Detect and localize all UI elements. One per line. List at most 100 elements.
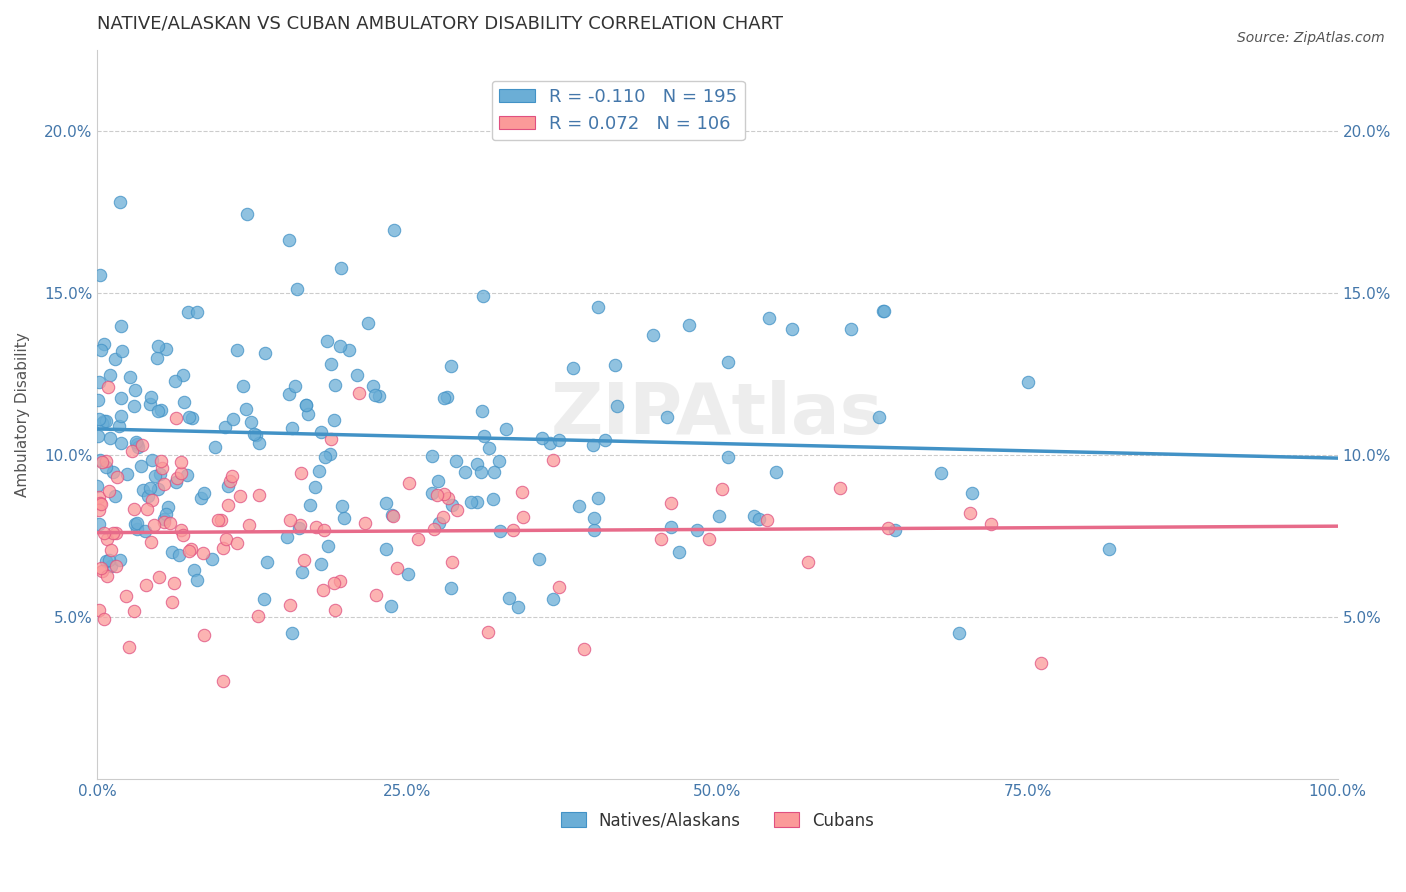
Point xyxy=(100,559,122,574)
Point xyxy=(295,398,318,412)
Point xyxy=(193,628,215,642)
Point xyxy=(173,395,195,409)
Point xyxy=(127,522,149,536)
Point xyxy=(433,486,456,500)
Point xyxy=(295,398,318,412)
Point xyxy=(87,429,110,443)
Point xyxy=(169,455,191,469)
Point xyxy=(240,415,263,429)
Point xyxy=(1017,375,1039,389)
Point xyxy=(323,378,346,392)
Point xyxy=(125,434,148,449)
Point xyxy=(142,517,165,532)
Point xyxy=(530,431,553,445)
Point xyxy=(124,383,146,397)
Point xyxy=(96,532,118,546)
Point xyxy=(471,404,494,418)
Point xyxy=(541,591,564,606)
Point xyxy=(204,440,226,454)
Point xyxy=(193,486,215,500)
Point xyxy=(427,475,450,489)
Point xyxy=(125,516,148,531)
Point xyxy=(364,589,387,603)
Point xyxy=(86,479,108,493)
Point xyxy=(242,427,264,442)
Point xyxy=(444,453,467,467)
Point xyxy=(101,525,124,540)
Point xyxy=(495,422,517,436)
Point xyxy=(247,488,270,502)
Point xyxy=(357,317,380,331)
Point xyxy=(157,500,180,515)
Point xyxy=(873,304,896,318)
Point xyxy=(100,431,122,445)
Point xyxy=(104,489,127,503)
Point xyxy=(165,475,187,490)
Point xyxy=(756,513,779,527)
Point xyxy=(333,510,356,524)
Point xyxy=(135,578,157,592)
Point xyxy=(221,468,243,483)
Point xyxy=(661,520,683,534)
Y-axis label: Ambulatory Disability: Ambulatory Disability xyxy=(15,332,30,497)
Point xyxy=(136,502,159,516)
Point xyxy=(166,470,188,484)
Point xyxy=(440,498,463,512)
Point xyxy=(214,420,236,434)
Point xyxy=(235,402,257,417)
Point xyxy=(839,322,862,336)
Point xyxy=(115,467,138,481)
Point xyxy=(183,563,205,577)
Point xyxy=(212,673,235,688)
Point xyxy=(465,495,488,509)
Point xyxy=(287,521,309,535)
Point xyxy=(148,404,170,418)
Point xyxy=(276,531,298,545)
Text: NATIVE/ALASKAN VS CUBAN AMBULATORY DISABILITY CORRELATION CHART: NATIVE/ALASKAN VS CUBAN AMBULATORY DISAB… xyxy=(97,15,783,33)
Point xyxy=(929,466,952,480)
Point xyxy=(105,525,128,540)
Point xyxy=(374,541,396,556)
Point xyxy=(346,368,368,382)
Point xyxy=(426,488,449,502)
Point xyxy=(354,516,377,530)
Point xyxy=(93,526,115,541)
Point xyxy=(593,433,616,447)
Point xyxy=(217,479,239,493)
Point xyxy=(245,428,267,442)
Point xyxy=(120,370,142,384)
Point xyxy=(159,516,181,530)
Point xyxy=(90,343,112,358)
Point xyxy=(91,565,114,579)
Point xyxy=(277,233,299,247)
Point xyxy=(285,282,308,296)
Point xyxy=(323,412,346,426)
Point xyxy=(498,591,520,606)
Point xyxy=(108,195,131,210)
Point xyxy=(172,368,194,383)
Point xyxy=(124,399,146,413)
Point xyxy=(603,358,626,372)
Point xyxy=(364,388,387,402)
Point xyxy=(222,411,245,425)
Point xyxy=(87,490,110,504)
Point xyxy=(312,583,335,598)
Point xyxy=(661,496,683,510)
Point xyxy=(962,486,984,500)
Point xyxy=(748,512,770,526)
Point xyxy=(427,516,450,530)
Point xyxy=(305,520,328,534)
Point xyxy=(872,304,894,318)
Point xyxy=(238,518,260,533)
Point xyxy=(959,506,981,520)
Point xyxy=(512,509,534,524)
Point xyxy=(361,379,384,393)
Point xyxy=(150,461,173,475)
Point xyxy=(280,421,302,435)
Point xyxy=(508,599,530,614)
Point xyxy=(186,305,208,319)
Point xyxy=(110,392,132,406)
Point xyxy=(108,419,131,434)
Point xyxy=(641,327,664,342)
Point xyxy=(110,553,132,567)
